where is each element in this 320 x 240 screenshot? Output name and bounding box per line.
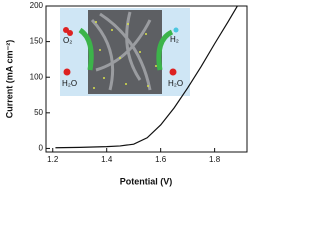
y-tick-label: 150: [30, 37, 44, 46]
inset-label: H₂O: [62, 79, 77, 88]
y-tick-label: 200: [30, 1, 44, 10]
x-tick-label: 1.6: [155, 155, 167, 164]
fibers: [90, 11, 152, 91]
h2-icon: [173, 27, 179, 33]
dots: [93, 21, 157, 89]
plot-frame: [45, 5, 248, 153]
y-tick-label: 50: [34, 108, 43, 117]
inset-label: H₂: [170, 35, 179, 44]
x-tick-label: 1.8: [209, 155, 221, 164]
inset-label: H₂O: [168, 79, 183, 88]
arrow-right: [156, 29, 174, 71]
arrow-left: [78, 27, 94, 71]
y-tick-label: 100: [30, 72, 44, 81]
chart: O₂ H₂ H₂O H₂O Potential (V) Current (mA …: [4, 1, 248, 186]
x-tick-label: 1.4: [101, 155, 113, 164]
y-axis-label: Current (mA cm⁻²): [4, 40, 14, 118]
x-tick-label: 1.2: [47, 155, 59, 164]
inset-label: O₂: [63, 36, 72, 45]
line-series: [55, 6, 239, 149]
h2o-icon: [169, 68, 177, 76]
inset: O₂ H₂ H₂O H₂O: [60, 8, 190, 96]
x-axis-label: Potential (V): [120, 176, 173, 186]
y-tick-label: 0: [39, 144, 44, 153]
h2o-icon: [63, 68, 71, 76]
